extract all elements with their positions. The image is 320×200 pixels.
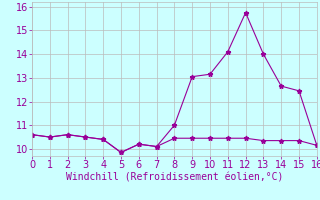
X-axis label: Windchill (Refroidissement éolien,°C): Windchill (Refroidissement éolien,°C) bbox=[66, 173, 283, 183]
